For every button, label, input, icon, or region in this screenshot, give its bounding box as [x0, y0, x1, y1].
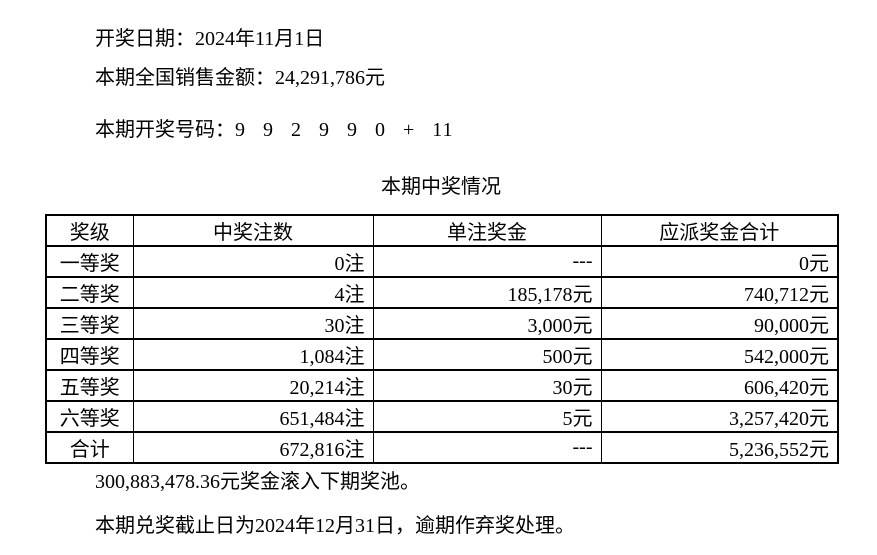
- prize-table-header-row: 奖级 中奖注数 单注奖金 应派奖金合计: [45, 214, 839, 247]
- table-row-second-prize: 二等奖 4注 185,178元 740,712元: [45, 276, 839, 309]
- winning-numbers-label: 本期开奖号码：: [95, 119, 235, 141]
- prize-level-cell: 二等奖: [45, 276, 134, 309]
- sales-amount-value: 24,291,786元: [275, 67, 385, 89]
- draw-date-value: 2024年11月1日: [195, 28, 325, 50]
- winning-numbers-line: 本期开奖号码：9 9 2 9 9 0 + 11: [95, 118, 454, 142]
- table-row-fifth-prize: 五等奖 20,214注 30元 606,420元: [45, 369, 839, 402]
- single-prize-cell: 500元: [372, 338, 602, 371]
- single-prize-cell: 5元: [372, 400, 602, 433]
- column-header-winning-bets: 中奖注数: [132, 214, 374, 247]
- single-prize-cell: 185,178元: [372, 276, 602, 309]
- bet-count-cell: 1,084注: [132, 338, 374, 371]
- prize-level-cell: 一等奖: [45, 245, 134, 278]
- sales-amount-label: 本期全国销售金额：: [95, 67, 275, 89]
- total-payout-cell: 3,257,420元: [600, 400, 839, 433]
- total-payout-cell: 90,000元: [600, 307, 839, 340]
- table-row-first-prize: 一等奖 0注 --- 0元: [45, 245, 839, 278]
- prize-level-cell: 五等奖: [45, 369, 134, 402]
- table-row-sixth-prize: 六等奖 651,484注 5元 3,257,420元: [45, 400, 839, 433]
- table-row-fourth-prize: 四等奖 1,084注 500元 542,000元: [45, 338, 839, 371]
- table-row-third-prize: 三等奖 30注 3,000元 90,000元: [45, 307, 839, 340]
- draw-date-label: 开奖日期：: [95, 28, 195, 50]
- table-row-total: 合计 672,816注 --- 5,236,552元: [45, 431, 839, 464]
- total-payout-cell: 606,420元: [600, 369, 839, 402]
- bet-count-cell: 672,816注: [132, 431, 374, 464]
- bet-count-cell: 0注: [132, 245, 374, 278]
- redemption-deadline-note: 本期兑奖截止日为2024年12月31日，逾期作弃奖处理。: [95, 515, 575, 537]
- total-payout-cell: 5,236,552元: [600, 431, 839, 464]
- prize-level-cell: 六等奖: [45, 400, 134, 433]
- total-payout-cell: 0元: [600, 245, 839, 278]
- total-payout-cell: 740,712元: [600, 276, 839, 309]
- column-header-single-prize: 单注奖金: [372, 214, 602, 247]
- total-payout-cell: 542,000元: [600, 338, 839, 371]
- draw-date-line: 开奖日期：2024年11月1日: [95, 27, 324, 51]
- bet-count-cell: 4注: [132, 276, 374, 309]
- prize-table-title: 本期中奖情况: [381, 176, 501, 198]
- column-header-total-payout: 应派奖金合计: [600, 214, 839, 247]
- single-prize-cell: 30元: [372, 369, 602, 402]
- prize-level-cell: 合计: [45, 431, 134, 464]
- rollover-note: 300,883,478.36元奖金滚入下期奖池。: [95, 471, 420, 493]
- prize-level-cell: 四等奖: [45, 338, 134, 371]
- prize-table: 奖级 中奖注数 单注奖金 应派奖金合计 一等奖 0注 --- 0元 二等奖 4注…: [45, 214, 839, 464]
- prize-level-cell: 三等奖: [45, 307, 134, 340]
- column-header-prize-level: 奖级: [45, 214, 134, 247]
- bet-count-cell: 651,484注: [132, 400, 374, 433]
- single-prize-cell: ---: [372, 431, 602, 464]
- bet-count-cell: 20,214注: [132, 369, 374, 402]
- sales-amount-line: 本期全国销售金额：24,291,786元: [95, 66, 385, 90]
- winning-numbers-value: 9 9 2 9 9 0 + 11: [235, 119, 454, 141]
- single-prize-cell: ---: [372, 245, 602, 278]
- bet-count-cell: 30注: [132, 307, 374, 340]
- single-prize-cell: 3,000元: [372, 307, 602, 340]
